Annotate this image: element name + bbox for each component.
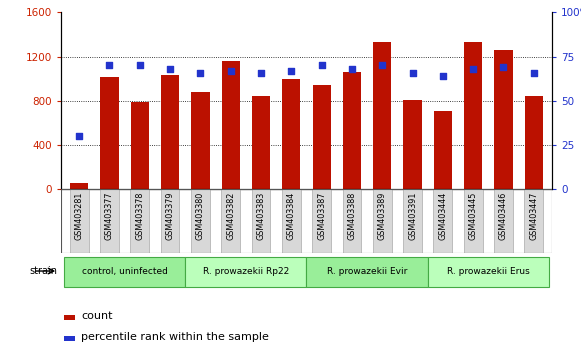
- Bar: [221, 189, 240, 253]
- Bar: [525, 189, 543, 253]
- Bar: [494, 189, 513, 253]
- Bar: [343, 72, 361, 189]
- Bar: [161, 75, 179, 189]
- Text: R. prowazekii Erus: R. prowazekii Erus: [447, 267, 530, 275]
- Point: [408, 70, 417, 75]
- Bar: [307, 257, 428, 287]
- Text: GSM403379: GSM403379: [166, 192, 175, 240]
- Text: strain: strain: [30, 266, 58, 276]
- Bar: [252, 96, 270, 189]
- Bar: [525, 96, 543, 189]
- Point: [105, 63, 114, 68]
- Text: GSM403447: GSM403447: [529, 192, 538, 240]
- Bar: [312, 189, 331, 253]
- Bar: [64, 336, 74, 341]
- Bar: [403, 189, 422, 253]
- Text: count: count: [81, 310, 113, 321]
- Bar: [494, 50, 512, 189]
- Text: percentile rank within the sample: percentile rank within the sample: [81, 332, 269, 342]
- Bar: [100, 189, 119, 253]
- Bar: [221, 61, 240, 189]
- Text: GSM403444: GSM403444: [438, 192, 447, 240]
- Point: [499, 64, 508, 70]
- Bar: [434, 111, 452, 189]
- Text: GSM403377: GSM403377: [105, 192, 114, 240]
- Bar: [70, 183, 88, 189]
- Text: GSM403446: GSM403446: [499, 192, 508, 240]
- Point: [438, 73, 447, 79]
- Bar: [161, 189, 180, 253]
- Bar: [428, 257, 549, 287]
- Text: GSM403388: GSM403388: [347, 192, 356, 240]
- Point: [347, 66, 357, 72]
- Bar: [343, 189, 361, 253]
- Point: [226, 68, 235, 74]
- Point: [286, 68, 296, 74]
- Text: GSM403380: GSM403380: [196, 192, 205, 240]
- Bar: [252, 189, 270, 253]
- Text: GSM403382: GSM403382: [226, 192, 235, 240]
- Bar: [101, 76, 119, 189]
- Bar: [282, 79, 300, 189]
- Bar: [131, 102, 149, 189]
- Text: GSM403383: GSM403383: [257, 192, 266, 240]
- Bar: [464, 42, 482, 189]
- Bar: [191, 189, 210, 253]
- Point: [196, 70, 205, 75]
- Text: GSM403389: GSM403389: [378, 192, 387, 240]
- Text: GSM403445: GSM403445: [469, 192, 478, 240]
- Text: GSM403384: GSM403384: [287, 192, 296, 240]
- Point: [468, 66, 478, 72]
- Text: GSM403387: GSM403387: [317, 192, 326, 240]
- Bar: [373, 189, 392, 253]
- Bar: [282, 189, 301, 253]
- Bar: [403, 100, 422, 189]
- Point: [317, 63, 327, 68]
- Bar: [130, 189, 149, 253]
- Bar: [464, 189, 483, 253]
- Bar: [373, 42, 392, 189]
- Bar: [64, 315, 74, 320]
- Text: R. prowazekii Evir: R. prowazekii Evir: [327, 267, 407, 275]
- Text: GSM403391: GSM403391: [408, 192, 417, 240]
- Text: GSM403281: GSM403281: [75, 192, 84, 240]
- Point: [74, 133, 84, 139]
- Text: control, uninfected: control, uninfected: [82, 267, 167, 275]
- Point: [166, 66, 175, 72]
- Point: [529, 70, 539, 75]
- Bar: [185, 257, 307, 287]
- Point: [256, 70, 266, 75]
- Bar: [64, 257, 185, 287]
- Point: [378, 63, 387, 68]
- Point: [135, 63, 145, 68]
- Bar: [191, 92, 210, 189]
- Bar: [313, 85, 331, 189]
- Bar: [70, 189, 88, 253]
- Bar: [433, 189, 452, 253]
- Text: GSM403378: GSM403378: [135, 192, 144, 240]
- Text: R. prowazekii Rp22: R. prowazekii Rp22: [203, 267, 289, 275]
